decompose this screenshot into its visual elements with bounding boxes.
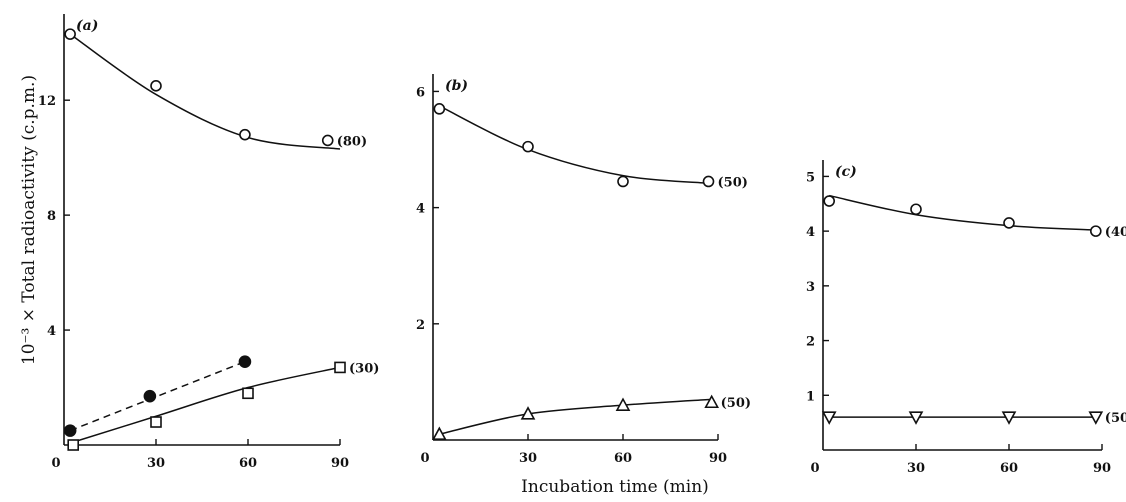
data-point-filled-circle — [238, 355, 252, 368]
x-tick-label: 0 — [420, 451, 429, 466]
data-point-open-circle — [433, 103, 446, 115]
x-tick-label: 30 — [907, 461, 925, 476]
data-point-open-circle — [522, 140, 534, 153]
x-tick-label: 0 — [51, 456, 60, 471]
data-point-open-triangle-down — [1001, 411, 1017, 425]
data-point-open-circle — [1003, 217, 1015, 229]
y-tick-label: 1 — [806, 389, 815, 404]
fit-line — [439, 105, 709, 184]
data-point-open-square — [67, 439, 79, 451]
y-tick-label: 6 — [416, 85, 425, 100]
y-tick-label: 3 — [806, 280, 815, 295]
fit-line — [69, 360, 246, 432]
data-point-open-square — [150, 416, 162, 428]
data-point-open-triangle-up — [520, 406, 536, 420]
data-point-open-circle — [1090, 225, 1102, 237]
data-point-open-circle — [823, 195, 836, 207]
data-point-open-circle — [321, 134, 334, 147]
x-tick-label: 60 — [239, 456, 257, 471]
series-n-label: (50) — [1105, 411, 1126, 426]
data-point-open-circle — [910, 203, 922, 216]
data-point-open-triangle-down — [908, 411, 924, 425]
x-tick-label: 90 — [331, 456, 349, 471]
panel-a: 0 30 60 90 4 8 12 (a) (80) (30) — [38, 14, 379, 471]
x-tick-label: 30 — [147, 456, 165, 471]
series-n-label: (30) — [349, 361, 379, 376]
y-tick-label: 4 — [416, 202, 425, 217]
data-point-open-circle — [239, 128, 251, 141]
y-axis-title: 10⁻³ × Total radioactivity (c.p.m.) — [19, 75, 39, 365]
x-tick-label: 90 — [1093, 461, 1111, 476]
data-point-open-square — [242, 387, 254, 400]
series-n-label: (50) — [718, 175, 748, 190]
fit-line — [72, 366, 341, 443]
data-point-open-circle — [150, 80, 162, 92]
x-tick-label: 60 — [1000, 461, 1018, 476]
fit-line — [439, 398, 712, 435]
panel-b: 0 30 60 90 2 4 6 (b) (50) (50) — [416, 74, 751, 466]
y-tick-label: 8 — [47, 209, 56, 224]
data-point-open-triangle-up — [431, 426, 447, 440]
data-point-open-triangle-up — [704, 394, 720, 409]
series-n-label: (50) — [721, 396, 751, 411]
y-tick-label: 4 — [47, 324, 56, 339]
data-point-open-circle — [64, 28, 76, 40]
data-point-filled-circle — [143, 389, 157, 403]
series-n-label: (80) — [337, 134, 367, 149]
data-point-open-circle — [702, 175, 715, 188]
fit-line — [829, 194, 1096, 231]
y-tick-label: 5 — [806, 170, 815, 185]
x-axis-title: Incubation time (min) — [521, 477, 709, 497]
y-tick-label: 2 — [806, 335, 815, 350]
y-tick-label: 4 — [806, 225, 815, 240]
panel-label: (c) — [835, 164, 857, 180]
series-n-label: (40) — [1105, 225, 1126, 240]
data-point-open-circle — [617, 175, 629, 188]
x-tick-label: 30 — [519, 451, 537, 466]
panel-label: (b) — [445, 78, 468, 94]
x-tick-label: 60 — [614, 451, 632, 466]
data-point-open-triangle-down — [1088, 411, 1104, 425]
panel-c: 0 30 60 90 1 2 3 4 5 (c) (40) (50) — [806, 160, 1126, 476]
x-tick-label: 90 — [709, 451, 727, 466]
y-tick-label: 2 — [416, 318, 425, 333]
data-point-open-triangle-up — [615, 397, 631, 411]
y-tick-label: 12 — [38, 94, 56, 109]
data-point-open-triangle-down — [821, 411, 837, 425]
x-tick-label: 0 — [810, 461, 819, 476]
data-point-filled-circle — [63, 424, 77, 437]
panel-label: (a) — [76, 18, 98, 34]
fit-line — [69, 33, 341, 150]
data-point-open-square — [334, 361, 346, 374]
